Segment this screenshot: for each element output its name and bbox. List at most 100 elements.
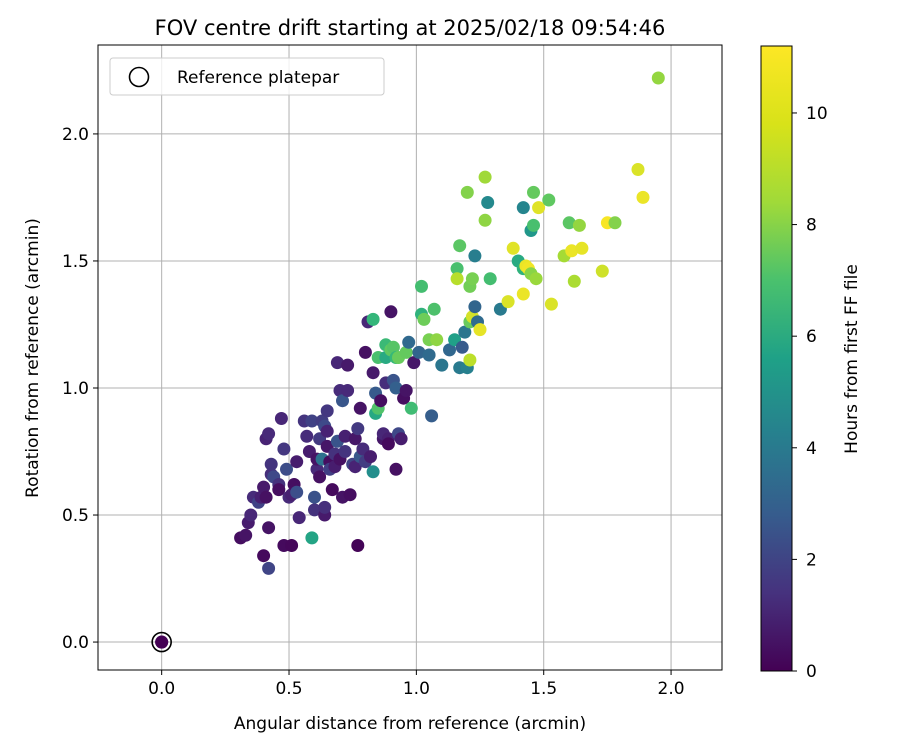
data-point xyxy=(478,170,492,184)
data-point xyxy=(330,356,344,370)
data-point xyxy=(325,483,339,497)
x-axis-ticks: 0.0 0.5 1.0 1.5 2.0 xyxy=(148,670,685,699)
data-point xyxy=(348,460,362,474)
data-point xyxy=(506,241,520,255)
plot-frame xyxy=(97,44,723,671)
data-point xyxy=(575,241,589,255)
data-point xyxy=(262,521,276,535)
data-point xyxy=(239,528,253,542)
colorbar-tick-label: 10 xyxy=(806,104,828,124)
y-axis-ticks: 0.0 0.5 1.0 1.5 2.0 xyxy=(62,125,98,653)
data-point xyxy=(651,71,665,85)
data-point xyxy=(567,274,581,288)
data-point xyxy=(516,287,530,301)
data-point xyxy=(481,196,495,209)
x-tick-label: 1.5 xyxy=(530,679,557,699)
data-point xyxy=(308,503,321,517)
data-point xyxy=(280,462,293,476)
data-point xyxy=(412,345,426,359)
y-tick-label: 2.0 xyxy=(62,125,89,145)
data-point xyxy=(262,561,276,575)
colorbar-ticks: 0 2 4 6 8 10 xyxy=(792,104,828,682)
data-point xyxy=(257,549,271,563)
y-tick-label: 1.0 xyxy=(62,379,89,399)
data-point xyxy=(483,272,497,286)
data-point xyxy=(341,384,355,397)
data-point xyxy=(399,384,413,397)
y-tick-label: 0.0 xyxy=(62,633,89,653)
legend-label-reference: Reference platepar xyxy=(177,68,339,88)
data-point xyxy=(351,539,365,552)
data-point xyxy=(631,163,645,176)
data-point xyxy=(636,190,650,204)
data-point xyxy=(427,302,441,316)
data-point xyxy=(450,272,464,286)
y-tick-label: 0.5 xyxy=(62,506,89,526)
data-point xyxy=(516,201,530,215)
data-point xyxy=(374,394,388,408)
legend-box xyxy=(109,57,385,96)
data-point xyxy=(338,445,352,458)
data-point xyxy=(308,490,321,504)
data-point xyxy=(460,185,474,199)
data-point xyxy=(422,348,436,362)
legend: Reference platepar xyxy=(109,57,385,96)
data-point xyxy=(257,480,271,494)
data-point xyxy=(285,539,299,552)
data-point xyxy=(463,353,477,367)
data-point xyxy=(608,216,622,230)
data-point xyxy=(402,335,416,349)
data-point xyxy=(394,432,408,446)
colorbar-tick-label: 8 xyxy=(806,216,817,236)
data-point xyxy=(478,213,492,227)
colorbar-gradient xyxy=(760,45,793,672)
data-point xyxy=(473,323,487,337)
data-point xyxy=(435,358,449,372)
data-point xyxy=(244,508,258,522)
data-point xyxy=(364,450,377,464)
data-point xyxy=(290,485,304,499)
data-point xyxy=(366,312,380,326)
data-point xyxy=(399,345,413,359)
data-point xyxy=(353,401,367,415)
reference-marker-group xyxy=(151,631,172,653)
data-point xyxy=(430,333,444,347)
data-point xyxy=(529,272,543,286)
data-point xyxy=(386,340,400,354)
data-point xyxy=(290,455,304,469)
data-point xyxy=(455,340,469,354)
data-point xyxy=(468,300,482,314)
data-point xyxy=(351,422,365,436)
data-point xyxy=(572,218,586,232)
data-point xyxy=(468,249,482,263)
data-point xyxy=(501,295,515,309)
data-point xyxy=(259,490,273,504)
data-point xyxy=(305,531,319,545)
x-tick-label: 1.0 xyxy=(403,679,430,699)
x-tick-label: 0.0 xyxy=(148,679,175,699)
data-point xyxy=(348,432,362,446)
data-point xyxy=(389,381,403,395)
data-point xyxy=(292,511,306,525)
colorbar-tick-label: 2 xyxy=(806,550,817,570)
data-point xyxy=(417,312,431,326)
x-axis-label: Angular distance from reference (arcmin) xyxy=(234,714,586,734)
chart-title: FOV centre drift starting at 2025/02/18 … xyxy=(155,16,666,40)
data-point xyxy=(542,193,556,207)
data-point xyxy=(465,272,479,286)
data-point xyxy=(404,401,418,415)
data-point xyxy=(415,279,428,293)
data-point xyxy=(565,244,579,258)
data-point xyxy=(595,264,609,278)
data-point xyxy=(527,185,540,199)
data-point xyxy=(366,465,380,479)
data-point xyxy=(425,409,439,423)
data-point xyxy=(544,297,558,311)
data-point xyxy=(343,488,357,502)
data-point xyxy=(458,325,472,339)
data-point xyxy=(318,500,332,514)
data-point xyxy=(407,356,421,370)
data-point xyxy=(389,462,403,476)
